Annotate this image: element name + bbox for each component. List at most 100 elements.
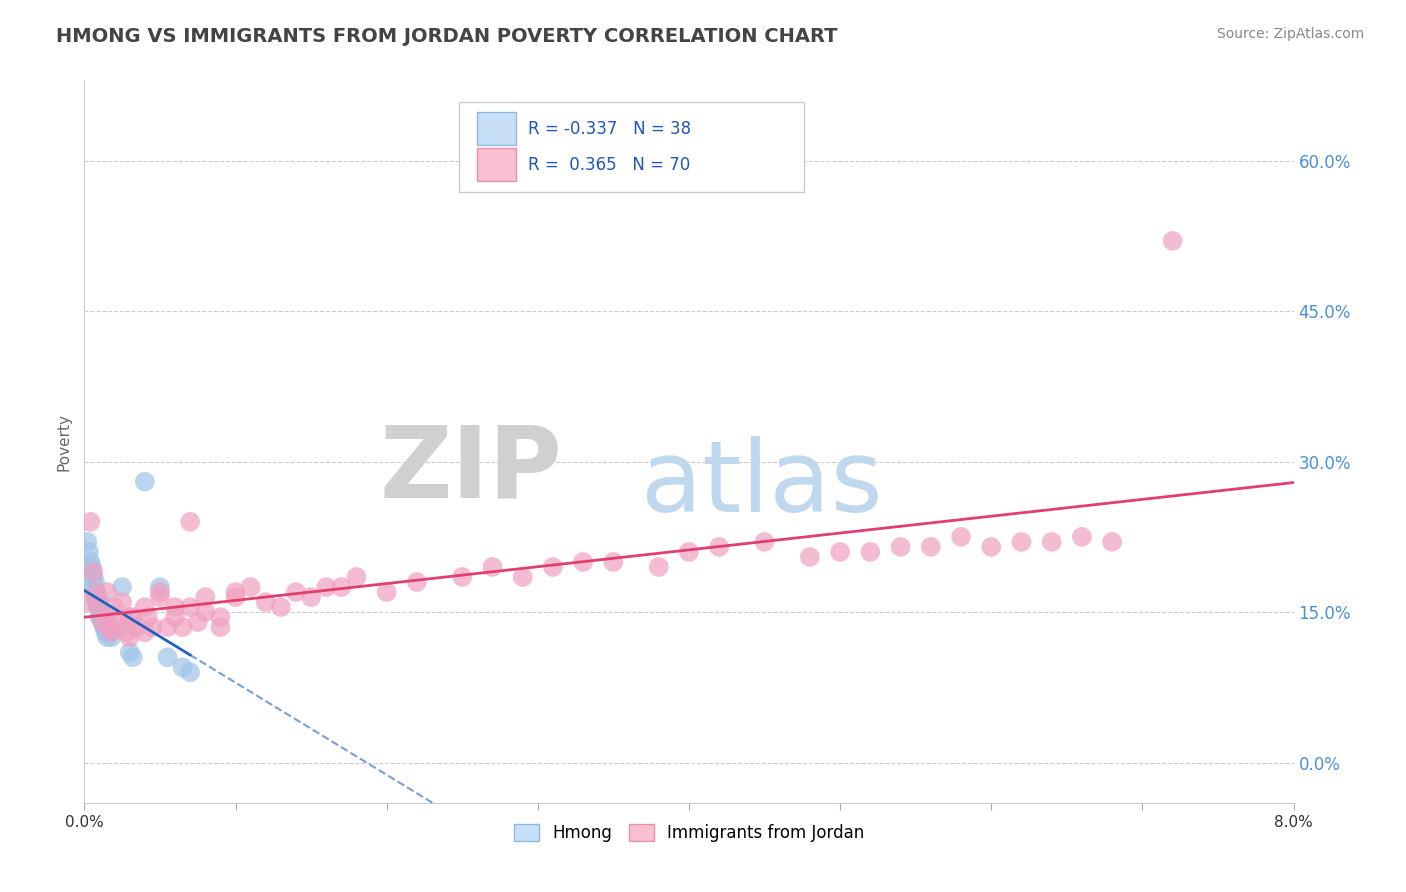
Point bbox=[86, 585, 108, 599]
Point bbox=[179, 515, 201, 529]
Text: atlas: atlas bbox=[641, 436, 883, 533]
Point bbox=[172, 660, 194, 674]
Point bbox=[375, 585, 398, 599]
Point bbox=[111, 580, 134, 594]
Point bbox=[209, 620, 232, 634]
FancyBboxPatch shape bbox=[460, 102, 804, 193]
Point bbox=[94, 620, 117, 634]
Point bbox=[1040, 535, 1063, 549]
Point bbox=[96, 615, 118, 630]
Point bbox=[330, 580, 353, 594]
Point bbox=[94, 610, 117, 624]
Point bbox=[89, 600, 111, 615]
Point bbox=[1101, 535, 1123, 549]
Point bbox=[91, 610, 114, 624]
Point bbox=[920, 540, 942, 554]
Point bbox=[96, 585, 118, 599]
Text: R =  0.365   N = 70: R = 0.365 N = 70 bbox=[529, 156, 690, 174]
Legend: Hmong, Immigrants from Jordan: Hmong, Immigrants from Jordan bbox=[508, 817, 870, 848]
Point bbox=[97, 625, 120, 640]
Point bbox=[91, 615, 114, 630]
Point bbox=[194, 590, 217, 604]
Point bbox=[270, 600, 292, 615]
Point bbox=[87, 590, 110, 604]
Text: R = -0.337   N = 38: R = -0.337 N = 38 bbox=[529, 120, 692, 137]
Point bbox=[602, 555, 624, 569]
Point bbox=[118, 645, 141, 659]
Point bbox=[86, 595, 108, 609]
Point bbox=[134, 600, 156, 615]
Point bbox=[97, 620, 120, 634]
Point bbox=[127, 620, 149, 634]
Point bbox=[84, 590, 107, 604]
Point bbox=[346, 570, 368, 584]
Point bbox=[90, 610, 112, 624]
Point bbox=[121, 610, 143, 624]
Point bbox=[315, 580, 337, 594]
Point bbox=[89, 610, 111, 624]
Point bbox=[82, 565, 104, 579]
Point bbox=[1161, 234, 1184, 248]
Point bbox=[141, 620, 163, 634]
Point bbox=[107, 620, 129, 634]
Point bbox=[299, 590, 322, 604]
Point bbox=[165, 600, 187, 615]
Text: HMONG VS IMMIGRANTS FROM JORDAN POVERTY CORRELATION CHART: HMONG VS IMMIGRANTS FROM JORDAN POVERTY … bbox=[56, 27, 838, 45]
Text: Source: ZipAtlas.com: Source: ZipAtlas.com bbox=[1216, 27, 1364, 41]
Point bbox=[156, 650, 179, 665]
Point bbox=[709, 540, 731, 554]
Point bbox=[136, 610, 159, 624]
Text: ZIP: ZIP bbox=[380, 422, 562, 519]
Point bbox=[890, 540, 912, 554]
Point bbox=[104, 600, 127, 615]
Point bbox=[94, 625, 117, 640]
Point bbox=[179, 665, 201, 680]
Point bbox=[225, 585, 247, 599]
Point bbox=[118, 630, 141, 644]
Point bbox=[406, 575, 429, 590]
Point bbox=[512, 570, 534, 584]
Point bbox=[950, 530, 973, 544]
Point bbox=[1011, 535, 1033, 549]
Point bbox=[80, 560, 103, 574]
Point bbox=[79, 515, 101, 529]
Point bbox=[89, 605, 111, 619]
Point bbox=[100, 630, 122, 644]
Point bbox=[830, 545, 852, 559]
Point bbox=[451, 570, 474, 584]
Point bbox=[149, 585, 172, 599]
Point bbox=[980, 540, 1002, 554]
Point bbox=[678, 545, 700, 559]
Point bbox=[859, 545, 882, 559]
Point bbox=[149, 590, 172, 604]
Point bbox=[115, 625, 138, 640]
Point bbox=[1071, 530, 1094, 544]
Point bbox=[90, 605, 112, 619]
Point bbox=[134, 625, 156, 640]
Point bbox=[481, 560, 503, 574]
Point bbox=[89, 595, 111, 609]
Point bbox=[156, 620, 179, 634]
Point bbox=[172, 620, 194, 634]
Point bbox=[187, 615, 209, 630]
Point bbox=[93, 620, 115, 634]
Point bbox=[96, 630, 118, 644]
Point bbox=[194, 605, 217, 619]
Point bbox=[239, 580, 262, 594]
Point bbox=[254, 595, 277, 609]
Point bbox=[82, 580, 104, 594]
Point bbox=[121, 650, 143, 665]
Point bbox=[149, 580, 172, 594]
Point bbox=[541, 560, 564, 574]
Point bbox=[80, 565, 103, 579]
Point bbox=[76, 595, 98, 609]
Point bbox=[104, 615, 127, 630]
Point bbox=[91, 615, 114, 630]
FancyBboxPatch shape bbox=[478, 112, 516, 145]
Point bbox=[209, 610, 232, 624]
Point bbox=[79, 555, 101, 569]
Point bbox=[118, 610, 141, 624]
FancyBboxPatch shape bbox=[478, 148, 516, 181]
Point bbox=[285, 585, 308, 599]
Point bbox=[179, 600, 201, 615]
